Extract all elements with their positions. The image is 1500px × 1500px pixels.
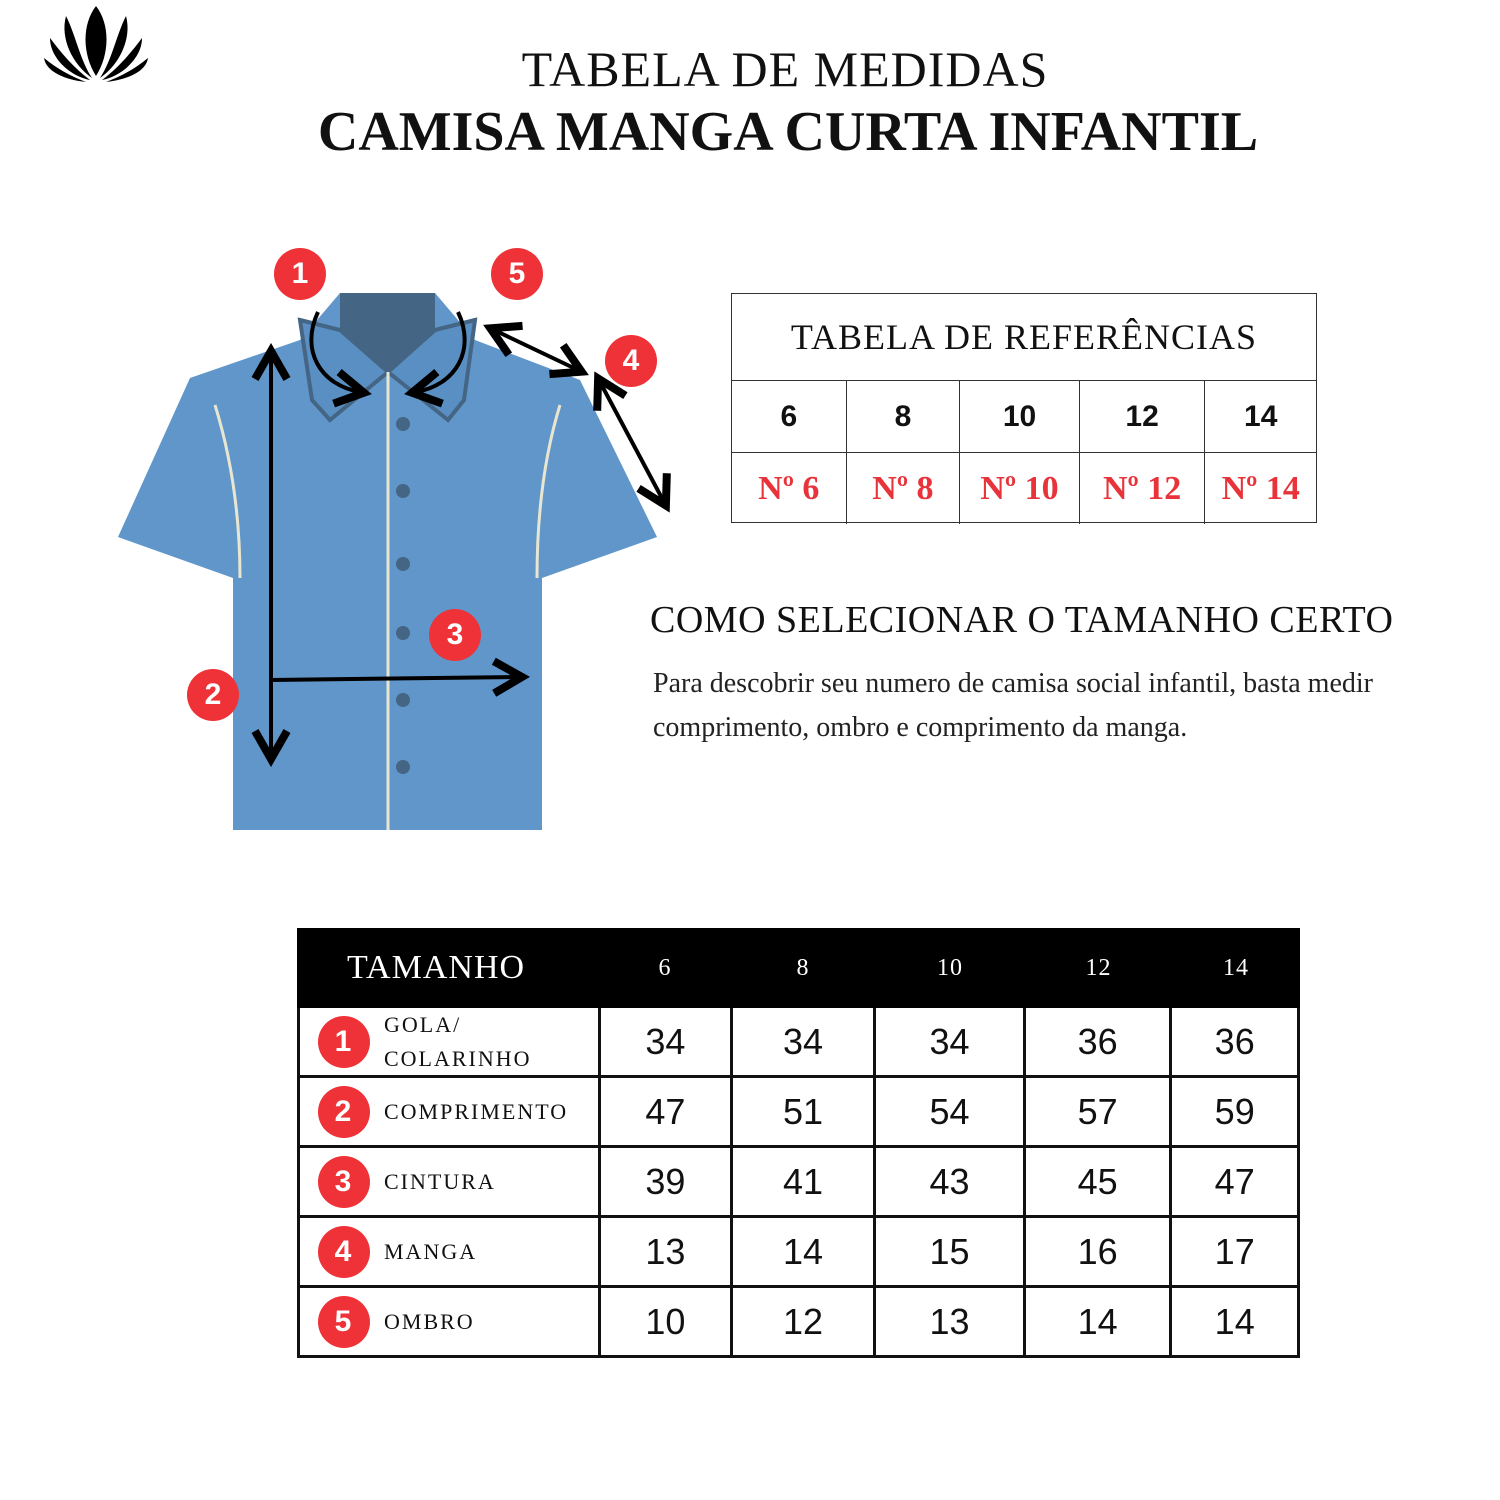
badge: 4 [318, 1225, 370, 1278]
value-cell: 39 [601, 1148, 733, 1215]
badge-1: 1 [274, 248, 326, 300]
ref-number: Nº 8 [845, 453, 960, 524]
badge-5: 5 [491, 248, 543, 300]
row-label: GOLA/ COLARINHO [384, 1011, 532, 1071]
reference-table-title: TABELA DE REFERÊNCIAS [732, 294, 1316, 381]
value-cell: 17 [1172, 1218, 1301, 1285]
row-label-cell: 4 MANGA [300, 1218, 602, 1285]
value-cell: 12 [733, 1288, 877, 1355]
reference-table: TABELA DE REFERÊNCIAS 6 8 10 12 14 Nº 6 … [731, 293, 1317, 524]
header-cell: 6 [658, 954, 672, 981]
value-cell: 54 [876, 1078, 1026, 1145]
lotus-icon [44, 6, 148, 82]
value-cell: 43 [876, 1148, 1026, 1215]
value-cell: 36 [1172, 1008, 1301, 1075]
howto-title: COMO SELECIONAR O TAMANHO CERTO [650, 599, 1394, 641]
header-cell: TAMANHO [347, 949, 526, 986]
value-cell: 41 [733, 1148, 877, 1215]
row-label-cell: 5 OMBRO [300, 1288, 602, 1355]
table-row: 4 MANGA 13 14 15 16 17 [297, 1218, 1301, 1288]
value-cell: 36 [1026, 1008, 1173, 1075]
value-cell: 45 [1026, 1148, 1173, 1215]
ref-size: 6 [780, 399, 798, 433]
value-cell: 51 [733, 1078, 877, 1145]
value-cell: 47 [1172, 1148, 1301, 1215]
value-cell: 34 [601, 1008, 733, 1075]
badge-4: 4 [605, 335, 657, 387]
value-cell: 14 [733, 1218, 877, 1285]
badge: 2 [318, 1085, 370, 1138]
ref-number: Nº 14 [1204, 453, 1316, 524]
value-cell: 34 [733, 1008, 877, 1075]
value-cell: 59 [1172, 1078, 1301, 1145]
value-cell: 14 [1026, 1288, 1173, 1355]
value-cell: 14 [1172, 1288, 1301, 1355]
ref-number: Nº 10 [959, 453, 1079, 524]
size-table: TAMANHO 6 8 10 12 14 1 GOLA/ COLARINHO 34 3… [297, 928, 1301, 1358]
row-label: MANGA [384, 1238, 478, 1264]
row-label-cell: 1 GOLA/ COLARINHO [300, 1008, 602, 1075]
page-subtitle: CAMISA MANGA CURTA INFANTIL [317, 101, 1259, 163]
ref-number: Nº 12 [1078, 453, 1205, 524]
value-cell: 47 [601, 1078, 733, 1145]
badge-3: 3 [429, 609, 481, 661]
badge: 5 [318, 1295, 370, 1348]
howto-text: Para descobrir seu numero de camisa soci… [653, 668, 1373, 743]
ref-size: 8 [845, 381, 960, 452]
header-cell: 8 [796, 954, 810, 981]
table-row: 1 GOLA/ COLARINHO 34 34 34 36 36 [297, 1008, 1301, 1078]
ref-size: 10 [959, 381, 1079, 452]
badge-2: 2 [187, 669, 239, 721]
header-cell: 12 [1085, 954, 1112, 981]
page-title: TABELA DE MEDIDAS [521, 41, 1049, 97]
value-cell: 13 [876, 1288, 1026, 1355]
shirt-diagram [118, 293, 700, 830]
row-label: COMPRIMENTO [384, 1098, 569, 1124]
value-cell: 15 [876, 1218, 1026, 1285]
ref-number: Nº 6 [758, 469, 820, 507]
header-cell: 14 [1223, 954, 1249, 981]
value-cell: 13 [601, 1218, 733, 1285]
badge: 1 [318, 1015, 370, 1068]
size-table-header: TAMANHO 6 8 10 12 14 [297, 928, 1300, 1008]
row-label-cell: 3 CINTURA [300, 1148, 602, 1215]
value-cell: 16 [1026, 1218, 1173, 1285]
value-cell: 10 [601, 1288, 733, 1355]
table-row: 5 OMBRO 10 12 13 14 14 [297, 1288, 1301, 1358]
ref-size: 14 [1204, 381, 1316, 452]
value-cell: 34 [876, 1008, 1026, 1075]
header-cell: 10 [937, 954, 963, 981]
ref-size: 12 [1078, 381, 1205, 452]
badge: 3 [318, 1155, 370, 1208]
table-row: 2 COMPRIMENTO 47 51 54 57 59 [297, 1078, 1301, 1148]
row-label: CINTURA [384, 1168, 496, 1194]
table-row: 3 CINTURA 39 41 43 45 47 [297, 1148, 1301, 1218]
row-label: OMBRO [384, 1308, 475, 1334]
row-label-cell: 2 COMPRIMENTO [300, 1078, 602, 1145]
value-cell: 57 [1026, 1078, 1173, 1145]
